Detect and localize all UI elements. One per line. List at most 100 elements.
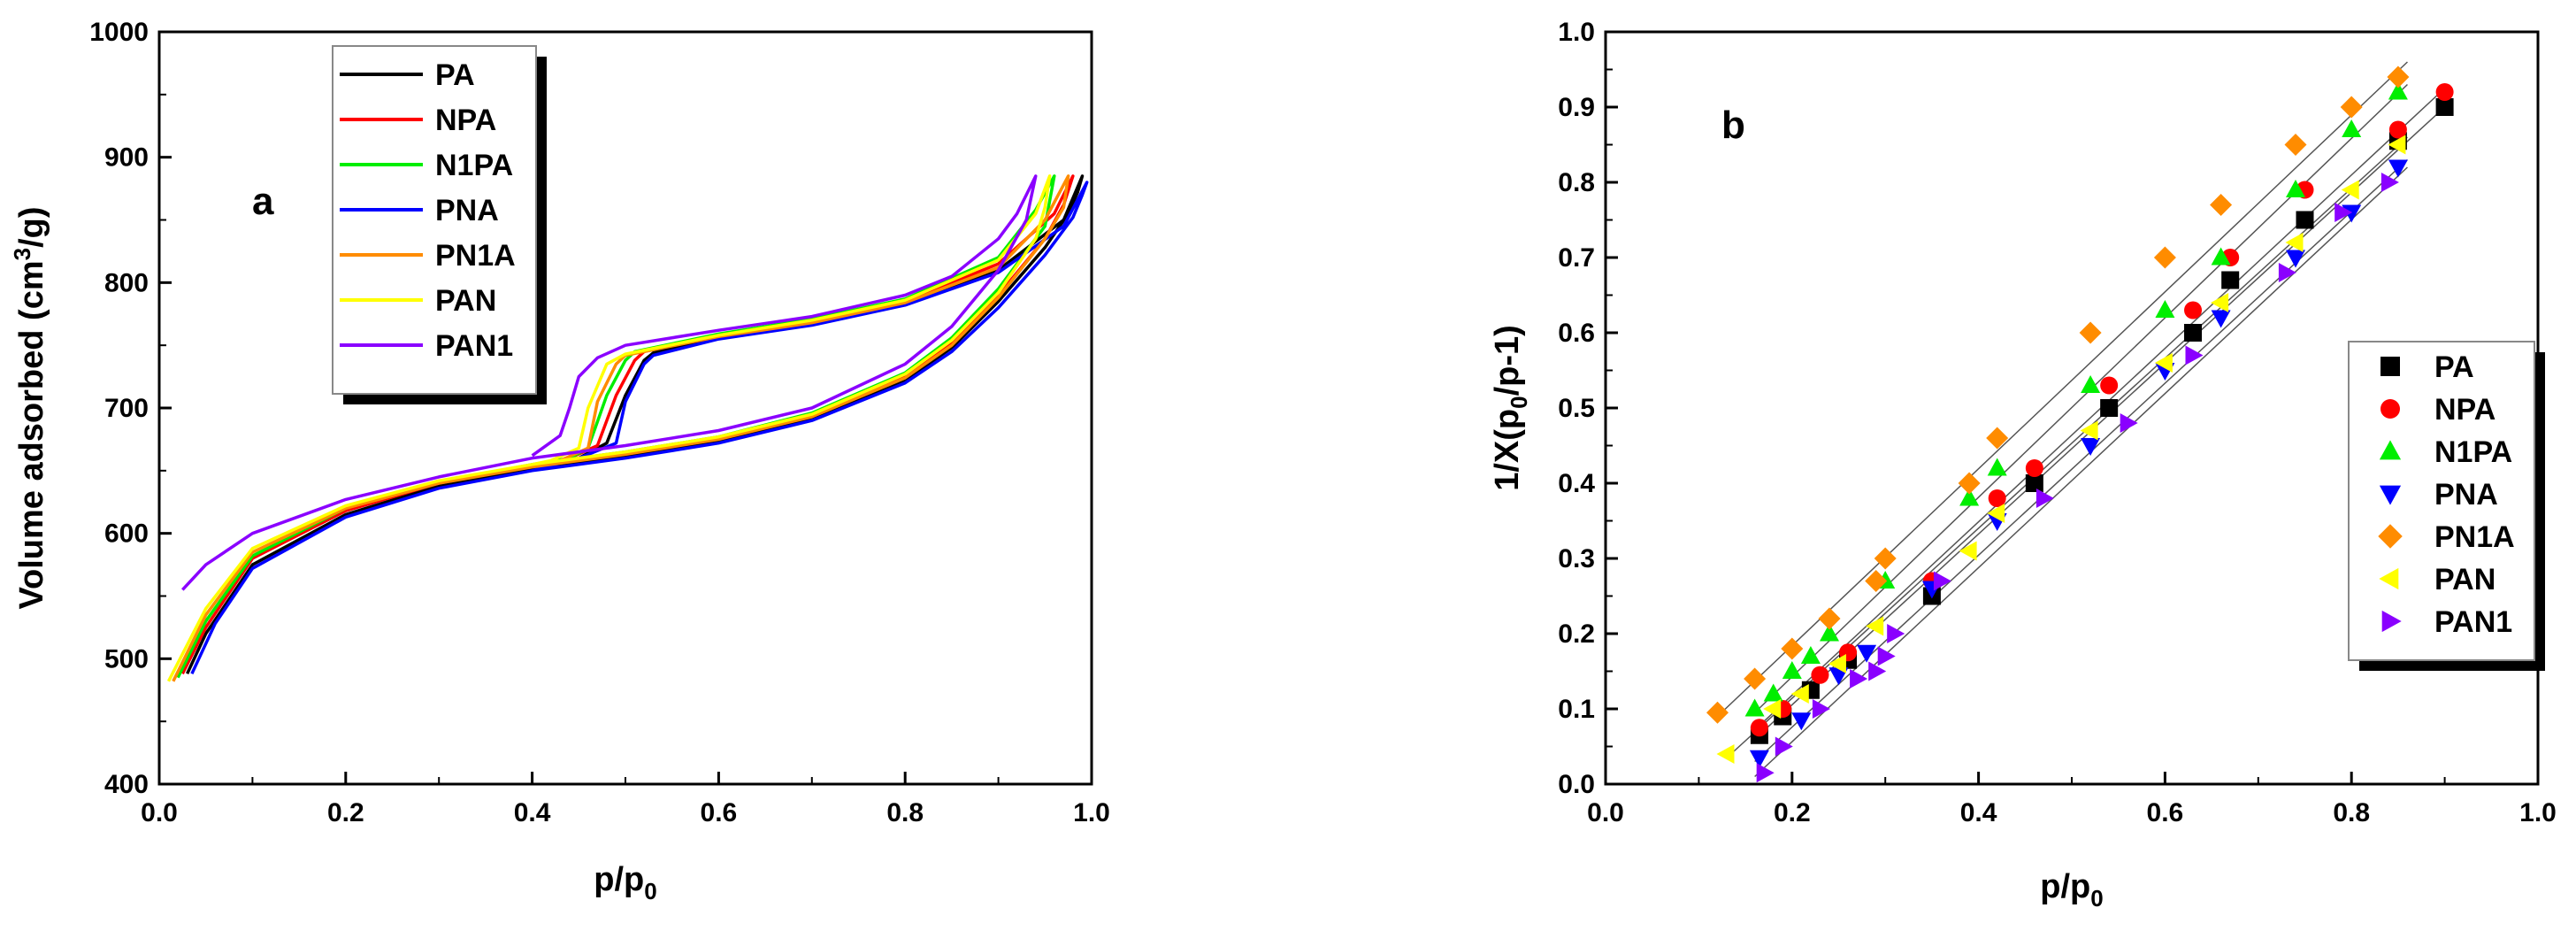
- b-legend-label: N1PA: [2434, 435, 2512, 469]
- a-y-tick-label: 400: [104, 770, 149, 799]
- b-legend-label: NPA: [2434, 393, 2496, 427]
- b-point-pan1: [2120, 413, 2138, 433]
- b-y-tick-label: 0.5: [1558, 394, 1595, 423]
- b-legend-marker: [2381, 610, 2402, 633]
- b-point-pa: [2221, 271, 2240, 289]
- b-y-tick-label: 0.6: [1558, 319, 1595, 348]
- b-point-n1pa: [2388, 81, 2408, 100]
- b-point-pan: [2388, 135, 2406, 155]
- b-point-n1pa: [2081, 375, 2101, 393]
- b-point-npa: [2025, 459, 2043, 477]
- b-series-group: [1706, 65, 2454, 783]
- b-point-pn1a: [2079, 321, 2102, 344]
- b-point-n1pa: [2155, 300, 2175, 318]
- a-legend-label: NPA: [435, 104, 496, 137]
- b-point-pan1: [2036, 489, 2054, 508]
- b-point-pna: [1857, 644, 1877, 663]
- a-series-line-pn1a: [172, 174, 1070, 682]
- b-x-tick-label: 1.0: [2519, 798, 2557, 827]
- b-point-pn1a: [2153, 246, 2176, 269]
- b-x-ticks: 0.0 0.2 0.4 0.6 0.8 1.0: [1587, 772, 2557, 827]
- b-legend-marker: [2378, 524, 2403, 549]
- a-series-line-npa: [180, 174, 1075, 675]
- a-x-tick-label: 1.0: [1073, 798, 1110, 827]
- b-point-pan1: [2185, 345, 2204, 365]
- b-point-pan1: [1812, 699, 1830, 719]
- a-series-group: [166, 174, 1089, 682]
- b-point-pa: [2296, 211, 2314, 229]
- a-series-line-pa: [186, 174, 1085, 675]
- b-point-pna: [2286, 250, 2305, 268]
- b-point-n1pa: [1744, 698, 1765, 717]
- a-legend-box: [332, 45, 537, 395]
- b-point-pn1a: [2210, 194, 2233, 216]
- b-point-pn1a: [1874, 547, 1897, 570]
- b-y-tick-label: 0.4: [1558, 469, 1595, 498]
- a-x-tick-label: 0.8: [886, 798, 924, 827]
- b-point-pan: [1790, 684, 1809, 704]
- b-y-ticks: 0.0 0.1 0.2 0.3 0.4 0.5 0.6 0.7 0.8 0.9 1.0: [1558, 18, 1618, 799]
- b-point-pan: [2341, 180, 2359, 200]
- a-y-tick-label: 800: [104, 268, 149, 297]
- b-y-tick-label: 0.9: [1558, 93, 1595, 122]
- b-point-npa: [2100, 376, 2119, 395]
- b-x-axis-label: p/p0: [2040, 868, 2103, 912]
- b-point-npa: [2184, 301, 2203, 319]
- b-point-pan: [1987, 504, 2005, 523]
- a-y-tick-label: 600: [104, 519, 149, 549]
- b-legend-marker: [2380, 357, 2400, 376]
- b-point-pna: [2211, 310, 2231, 328]
- b-point-pn1a: [1986, 427, 2009, 450]
- a-legend-label: N1PA: [435, 149, 513, 182]
- b-fit-line-pan1: [1754, 166, 2408, 778]
- a-legend-label: PA: [435, 58, 475, 92]
- b-point-pan1: [1775, 736, 1793, 757]
- a-panel-label: a: [252, 180, 274, 223]
- b-legend-label: PAN1: [2434, 605, 2512, 639]
- b-point-pan1: [1877, 646, 1896, 666]
- a-series-line-n1pa: [176, 174, 1056, 679]
- a-y-tick-label: 900: [104, 143, 149, 173]
- a-x-tick-label: 0.4: [514, 798, 551, 827]
- b-legend-marker: [2379, 485, 2402, 505]
- b-legend-label: PAN: [2434, 563, 2496, 596]
- b-point-pan: [2154, 353, 2173, 373]
- b-y-tick-label: 0.7: [1558, 243, 1595, 273]
- b-x-tick-label: 0.4: [1960, 798, 1997, 827]
- b-point-npa: [1988, 489, 2006, 507]
- b-fit-line-pn1a: [1716, 61, 2408, 718]
- a-legend-label: PN1A: [435, 239, 516, 273]
- b-point-pa: [2435, 98, 2454, 116]
- b-point-pan: [1828, 654, 1846, 673]
- b-point-pa: [2025, 474, 2043, 492]
- b-legend: PA NPA N1PA PNA PN1A PAN PAN1: [2348, 341, 2545, 671]
- b-point-n1pa: [1782, 661, 1802, 679]
- b-y-tick-label: 0.0: [1558, 770, 1595, 799]
- a-legend: PA NPA N1PA PNA PN1A PAN PAN1: [332, 45, 547, 404]
- a-series-line-pan1: [181, 174, 1038, 591]
- b-point-pan1: [2380, 173, 2399, 192]
- b-point-pn1a: [1958, 472, 1981, 495]
- b-point-n1pa: [2342, 119, 2362, 137]
- b-point-pa: [2184, 324, 2203, 342]
- b-y-axis-label: 1/X(p0/p-1): [1489, 325, 1532, 491]
- b-fit-line-n1pa: [1754, 83, 2408, 713]
- b-legend-label: PNA: [2434, 478, 2498, 512]
- b-point-pn1a: [1818, 607, 1841, 630]
- b-legend-label: PN1A: [2434, 520, 2515, 554]
- a-y-tick-label: 1000: [89, 18, 149, 47]
- a-series-line-pna: [190, 181, 1089, 675]
- b-point-npa: [1750, 719, 1768, 737]
- panel-a: 0.0 0.2 0.4 0.6 0.8 1.0 400 500 600 700 800 900 100…: [9, 18, 1110, 904]
- b-point-n1pa: [1800, 646, 1821, 664]
- a-x-axis-label: p/p0: [594, 861, 656, 904]
- b-point-pn1a: [2340, 96, 2363, 119]
- b-point-pn1a: [1865, 570, 1888, 592]
- b-point-pna: [1791, 712, 1812, 731]
- b-y-tick-label: 1.0: [1558, 18, 1595, 47]
- b-point-n1pa: [1959, 488, 1980, 506]
- a-x-ticks: 0.0 0.2 0.4 0.6 0.8 1.0: [141, 772, 1110, 827]
- b-y-tick-label: 0.2: [1558, 619, 1595, 649]
- b-point-pan1: [2278, 263, 2296, 282]
